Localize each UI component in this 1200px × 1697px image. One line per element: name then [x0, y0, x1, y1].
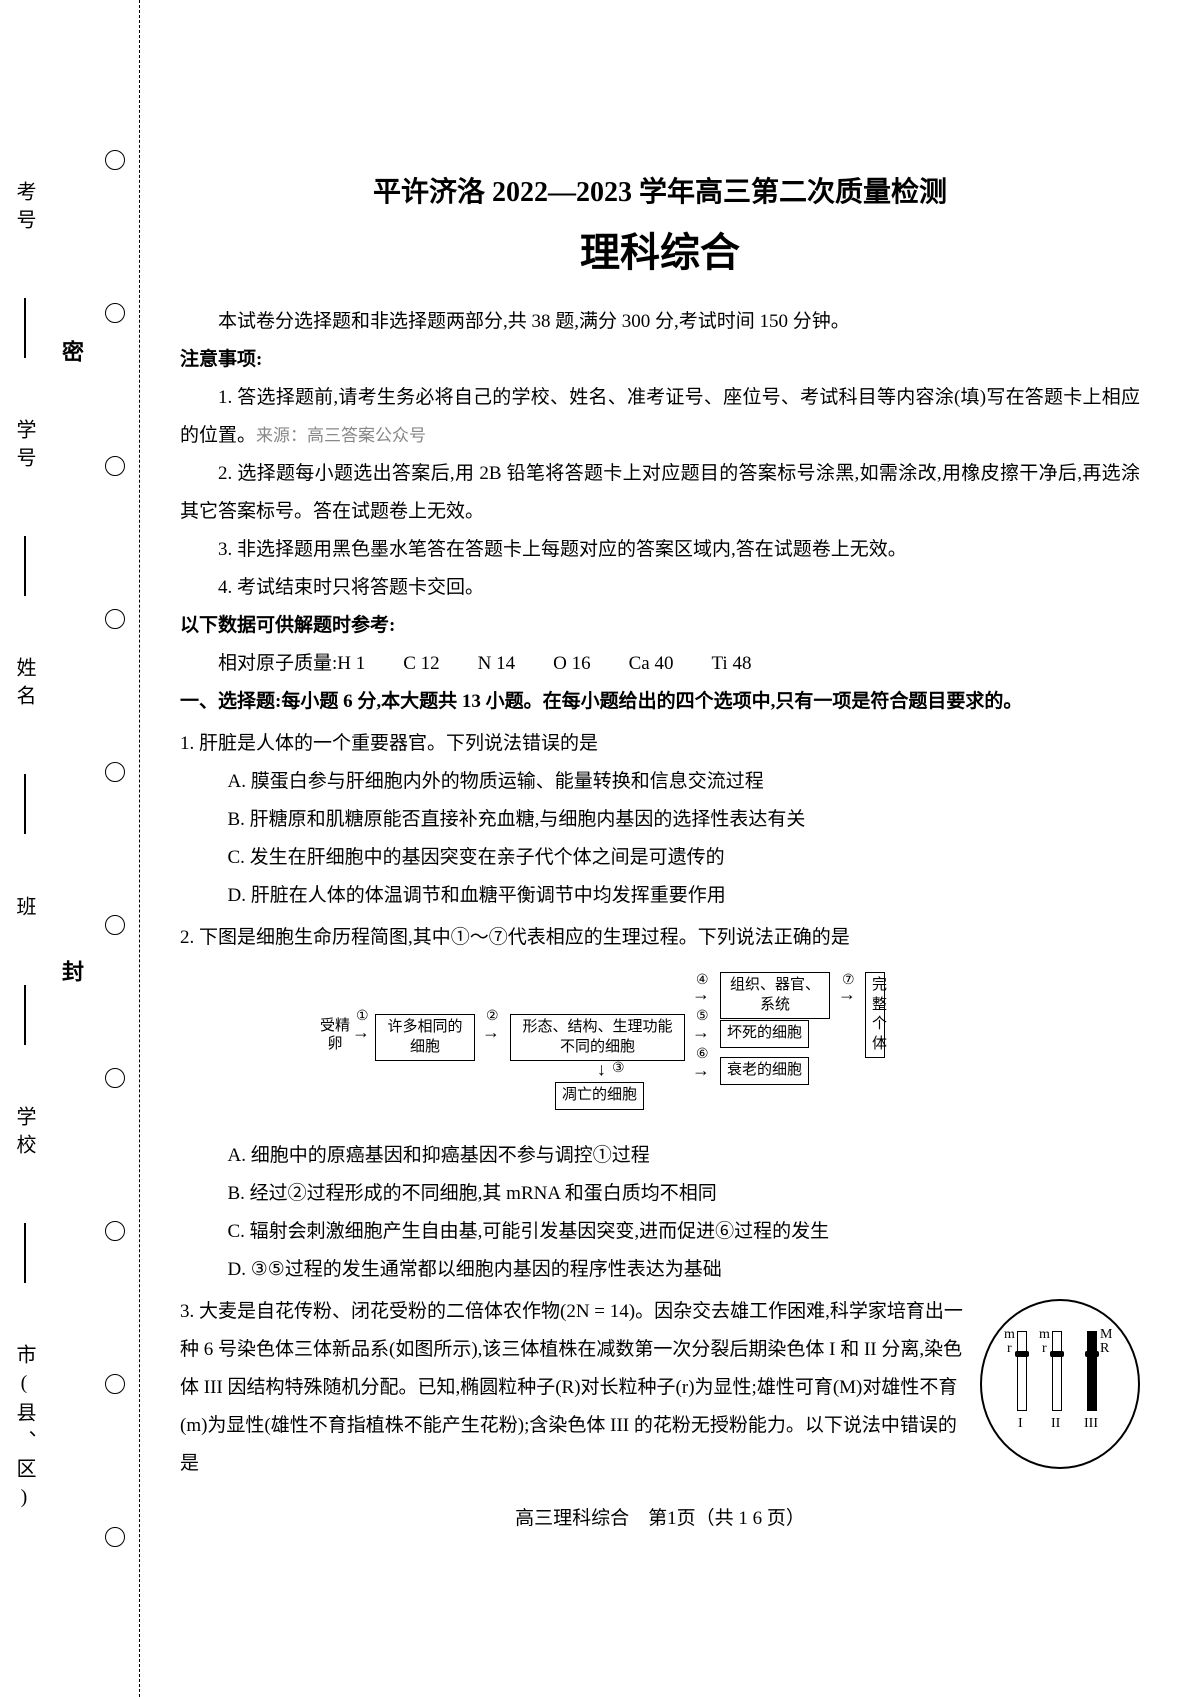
- separator-line: [24, 774, 26, 834]
- diagram-num-7: ⑦: [842, 972, 855, 989]
- circle-icon: [105, 609, 125, 629]
- diagram-box-7: 完整个体: [865, 972, 885, 1058]
- label-kaohao: 考号: [10, 181, 39, 237]
- data-label: 以下数据可供解题时参考:: [180, 607, 1140, 645]
- exam-subject: 理科综合: [180, 220, 1140, 278]
- diagram-num-1: ①: [356, 1008, 369, 1025]
- centromere-icon: [1050, 1351, 1064, 1357]
- circle-icon: [105, 1374, 125, 1394]
- diagram-num-2: ②: [486, 1008, 499, 1025]
- separator-line: [24, 985, 26, 1045]
- q2-diagram-container: 受精卵 → ① 许多相同的细胞 → ② 形态、结构、生理功能不同的细胞 → ③ …: [180, 972, 1140, 1122]
- q2-flow-diagram: 受精卵 → ① 许多相同的细胞 → ② 形态、结构、生理功能不同的细胞 → ③ …: [320, 972, 1000, 1122]
- circle-icon: [105, 150, 125, 170]
- q1-option-d: D. 肝脏在人体的体温调节和血糖平衡调节中均发挥重要作用: [180, 877, 1140, 915]
- intro-line1: 本试卷分选择题和非选择题两部分,共 38 题,满分 300 分,考试时间 150…: [180, 303, 1140, 341]
- q2-option-c: C. 辐射会刺激细胞产生自由基,可能引发基因突变,进而促进⑥过程的发生: [180, 1213, 1140, 1251]
- diagram-box-1: 许多相同的细胞: [375, 1014, 475, 1061]
- page-container: 考号 学号 姓名 班 学校 市(县、区) 密 封 平许济洛 2: [0, 0, 1200, 1697]
- arrow-icon: →: [692, 1022, 710, 1043]
- notice-label: 注意事项:: [180, 341, 1140, 379]
- diagram-box-5: 坏死的细胞: [720, 1020, 809, 1048]
- notice-2: 2. 选择题每小题选出答案后,用 2B 铅笔将答题卡上对应题目的答案标号涂黑,如…: [180, 455, 1140, 531]
- arrow-icon: →: [692, 1060, 710, 1081]
- chrom-roman-1: I: [1018, 1416, 1023, 1432]
- centromere-icon: [1015, 1351, 1029, 1357]
- chromosome-3: [1087, 1331, 1097, 1411]
- diagram-num-6: ⑥: [696, 1046, 709, 1063]
- diagram-num-4: ④: [696, 972, 709, 989]
- circle-icon: [105, 762, 125, 782]
- centromere-icon: [1085, 1351, 1099, 1357]
- chromosome-2: [1052, 1331, 1062, 1411]
- binding-circles: [105, 0, 125, 1697]
- exam-title: 平许济洛 2022—2023 学年高三第二次质量检测: [180, 170, 1140, 210]
- separator-line: [24, 1223, 26, 1283]
- chrom-label-r1: r: [1007, 1341, 1012, 1357]
- diagram-box-4: 组织、器官、系统: [720, 972, 830, 1019]
- notice-4: 4. 考试结束时只将答题卡交回。: [180, 569, 1140, 607]
- vertical-labels: 考号 学号 姓名 班 学校 市(县、区): [10, 0, 39, 1697]
- q1-stem: 1. 肝脏是人体的一个重要器官。下列说法错误的是: [180, 725, 1140, 763]
- circle-icon: [105, 915, 125, 935]
- chrom-roman-2: II: [1051, 1416, 1060, 1432]
- circle-icon: [105, 303, 125, 323]
- diagram-box-6: 衰老的细胞: [720, 1057, 809, 1085]
- q1-option-b: B. 肝糖原和肌糖原能否直接补充血糖,与细胞内基因的选择性表达有关: [180, 801, 1140, 839]
- notice-1: 1. 答选择题前,请考生务必将自己的学校、姓名、准考证号、座位号、考试科目等内容…: [180, 379, 1140, 455]
- section-1-title: 一、选择题:每小题 6 分,本大题共 13 小题。在每小题给出的四个选项中,只有…: [180, 683, 1140, 721]
- chromosome-1: [1017, 1331, 1027, 1411]
- q3-chromosome-diagram: m r I m r II M R III: [980, 1299, 1140, 1469]
- diagram-box-3: 凋亡的细胞: [555, 1082, 644, 1110]
- content-area: 平许济洛 2022—2023 学年高三第二次质量检测 理科综合 本试卷分选择题和…: [140, 0, 1200, 1697]
- circle-icon: [105, 1527, 125, 1547]
- q1-option-c: C. 发生在肝细胞中的基因突变在亲子代个体之间是可遗传的: [180, 839, 1140, 877]
- seal-feng: 封: [55, 960, 87, 1002]
- label-ban: 班: [10, 896, 39, 924]
- separator-line: [24, 298, 26, 358]
- left-margin: 考号 学号 姓名 班 学校 市(县、区) 密 封: [0, 0, 140, 1697]
- circle-icon: [105, 1221, 125, 1241]
- label-xingming: 姓名: [10, 657, 39, 713]
- arrow-icon: →: [482, 1022, 500, 1043]
- q2-option-a: A. 细胞中的原癌基因和抑癌基因不参与调控①过程: [180, 1137, 1140, 1175]
- diagram-start: 受精卵: [320, 1017, 350, 1053]
- chrom-label-R: R: [1100, 1341, 1109, 1357]
- page-footer: 高三理科综合 第1页（共 1 6 页）: [180, 1503, 1140, 1530]
- seal-mi: 密: [55, 340, 87, 382]
- circle-icon: [105, 1068, 125, 1088]
- q1-option-a: A. 膜蛋白参与肝细胞内外的物质运输、能量转换和信息交流过程: [180, 763, 1140, 801]
- label-shixian: 市(县、区): [10, 1344, 39, 1516]
- diagram-box-2: 形态、结构、生理功能不同的细胞: [510, 1014, 685, 1061]
- q3-container: 3. 大麦是自花传粉、闭花受粉的二倍体农作物(2N = 14)。因杂交去雄工作困…: [180, 1289, 1140, 1483]
- separator-line: [24, 536, 26, 596]
- q2-stem: 2. 下图是细胞生命历程简图,其中①～⑦代表相应的生理过程。下列说法正确的是: [180, 919, 1140, 957]
- notice-3: 3. 非选择题用黑色墨水笔答在答题卡上每题对应的答案区域内,答在试题卷上无效。: [180, 531, 1140, 569]
- notice-1-source: 来源：高三答案公众号: [256, 426, 426, 445]
- q2-option-d: D. ③⑤过程的发生通常都以细胞内基因的程序性表达为基础: [180, 1251, 1140, 1289]
- chrom-roman-3: III: [1084, 1416, 1098, 1432]
- diagram-num-3: ③: [612, 1060, 625, 1077]
- chrom-label-r2: r: [1042, 1341, 1047, 1357]
- arrow-icon: →: [352, 1022, 370, 1043]
- label-xuehao: 学号: [10, 419, 39, 475]
- q2-option-b: B. 经过②过程形成的不同细胞,其 mRNA 和蛋白质均不相同: [180, 1175, 1140, 1213]
- diagram-num-5: ⑤: [696, 1008, 709, 1025]
- q3-stem: 3. 大麦是自花传粉、闭花受粉的二倍体农作物(2N = 14)。因杂交去雄工作困…: [180, 1293, 965, 1483]
- atomic-masses: 相对原子质量:H 1 C 12 N 14 O 16 Ca 40 Ti 48: [180, 645, 1140, 683]
- circle-icon: [105, 456, 125, 476]
- label-xuexiao: 学校: [10, 1106, 39, 1162]
